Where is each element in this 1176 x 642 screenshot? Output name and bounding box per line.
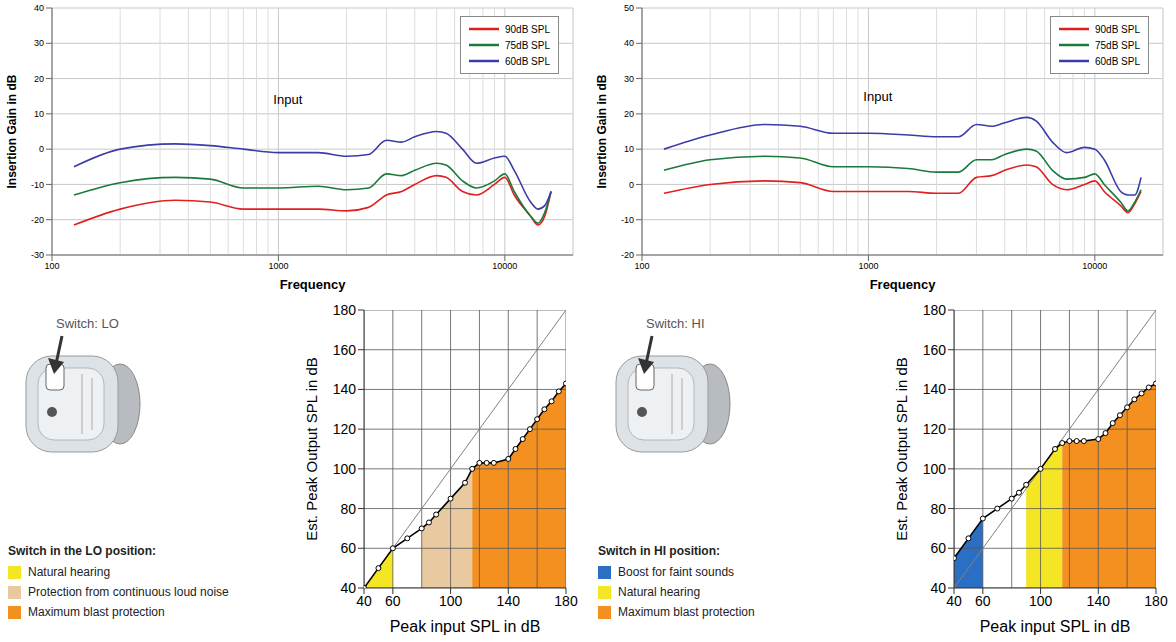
- html-text:60dB SPL: 60dB SPL: [1095, 55, 1140, 67]
- svg-text:60: 60: [930, 540, 946, 556]
- svg-text:40: 40: [624, 38, 634, 48]
- html-text:75dB SPL: 75dB SPL: [1095, 39, 1140, 51]
- svg-text:30: 30: [34, 38, 44, 48]
- svg-text:140: 140: [497, 593, 521, 609]
- svg-text:-20: -20: [621, 250, 634, 260]
- svg-text:40: 40: [356, 593, 372, 609]
- svg-text:Insertion Gain in dB: Insertion Gain in dB: [5, 74, 19, 188]
- svg-text:120: 120: [333, 421, 357, 437]
- svg-text:160: 160: [923, 342, 947, 358]
- svg-text:50: 50: [624, 3, 634, 13]
- svg-text:60: 60: [975, 593, 991, 609]
- html-text:Boost for faint sounds: Boost for faint sounds: [618, 565, 735, 579]
- svg-text:100: 100: [44, 261, 59, 271]
- svg-text:120: 120: [923, 421, 947, 437]
- svg-text:Est. Peak Output SPL in dB: Est. Peak Output SPL in dB: [893, 357, 910, 541]
- svg-text:1000: 1000: [268, 261, 288, 271]
- svg-text:40: 40: [946, 593, 962, 609]
- html-text:Maximum blast protection: Maximum blast protection: [28, 605, 165, 619]
- svg-text:140: 140: [1087, 593, 1111, 609]
- svg-text:160: 160: [333, 342, 357, 358]
- svg-text:Frequency: Frequency: [870, 277, 937, 292]
- svg-text:100: 100: [333, 461, 357, 477]
- svg-text:100: 100: [1029, 593, 1053, 609]
- svg-text:-10: -10: [31, 180, 44, 190]
- svg-text:80: 80: [930, 501, 946, 517]
- svg-text:100: 100: [923, 461, 947, 477]
- svg-text:180: 180: [923, 302, 947, 318]
- svg-text:10: 10: [34, 109, 44, 119]
- svg-text:20: 20: [34, 74, 44, 84]
- html-text:75dB SPL: 75dB SPL: [505, 39, 550, 51]
- html-text:90dB SPL: 90dB SPL: [505, 23, 550, 35]
- svg-text:40: 40: [340, 580, 356, 596]
- html-text:Switch in HI position:: Switch in HI position:: [598, 544, 720, 558]
- svg-text:Frequency: Frequency: [280, 277, 347, 292]
- svg-text:10: 10: [624, 144, 634, 154]
- svg-text:180: 180: [1144, 593, 1168, 609]
- svg-text:Insertion Gain in dB: Insertion Gain in dB: [595, 74, 609, 188]
- html-text:Switch: LO: Switch: LO: [56, 316, 119, 331]
- svg-text:10000: 10000: [1082, 261, 1107, 271]
- svg-text:20: 20: [624, 109, 634, 119]
- svg-text:Peak input SPL in dB: Peak input SPL in dB: [980, 618, 1131, 635]
- svg-text:140: 140: [333, 381, 357, 397]
- html-text:Natural hearing: Natural hearing: [28, 565, 111, 579]
- svg-text:40: 40: [930, 580, 946, 596]
- html-text:Switch in the LO position:: Switch in the LO position:: [8, 544, 156, 558]
- svg-text:60: 60: [385, 593, 401, 609]
- svg-text:0: 0: [629, 180, 634, 190]
- svg-text:Peak input SPL in dB: Peak input SPL in dB: [390, 618, 541, 635]
- svg-text:10000: 10000: [492, 261, 517, 271]
- svg-text:Input: Input: [863, 89, 892, 104]
- svg-text:80: 80: [340, 501, 356, 517]
- svg-text:-10: -10: [621, 215, 634, 225]
- svg-text:-20: -20: [31, 215, 44, 225]
- html-text:Switch: HI: Switch: HI: [646, 316, 705, 331]
- svg-text:180: 180: [333, 302, 357, 318]
- html-text:Natural hearing: Natural hearing: [618, 585, 701, 599]
- svg-text:100: 100: [634, 261, 649, 271]
- svg-text:Input: Input: [273, 92, 302, 107]
- html-text:60dB SPL: 60dB SPL: [505, 55, 550, 67]
- html-text:Protection from continuous lou: Protection from continuous loud noise: [28, 585, 229, 599]
- svg-text:140: 140: [923, 381, 947, 397]
- html-text:Maximum blast protection: Maximum blast protection: [618, 605, 755, 619]
- svg-text:40: 40: [34, 3, 44, 13]
- svg-text:100: 100: [439, 593, 463, 609]
- svg-text:-30: -30: [31, 250, 44, 260]
- svg-text:Est. Peak Output SPL in dB: Est. Peak Output SPL in dB: [303, 357, 320, 541]
- svg-text:1000: 1000: [858, 261, 878, 271]
- svg-text:60: 60: [340, 540, 356, 556]
- svg-text:180: 180: [554, 593, 578, 609]
- html-text:90dB SPL: 90dB SPL: [1095, 23, 1140, 35]
- svg-text:30: 30: [624, 74, 634, 84]
- svg-text:0: 0: [39, 144, 44, 154]
